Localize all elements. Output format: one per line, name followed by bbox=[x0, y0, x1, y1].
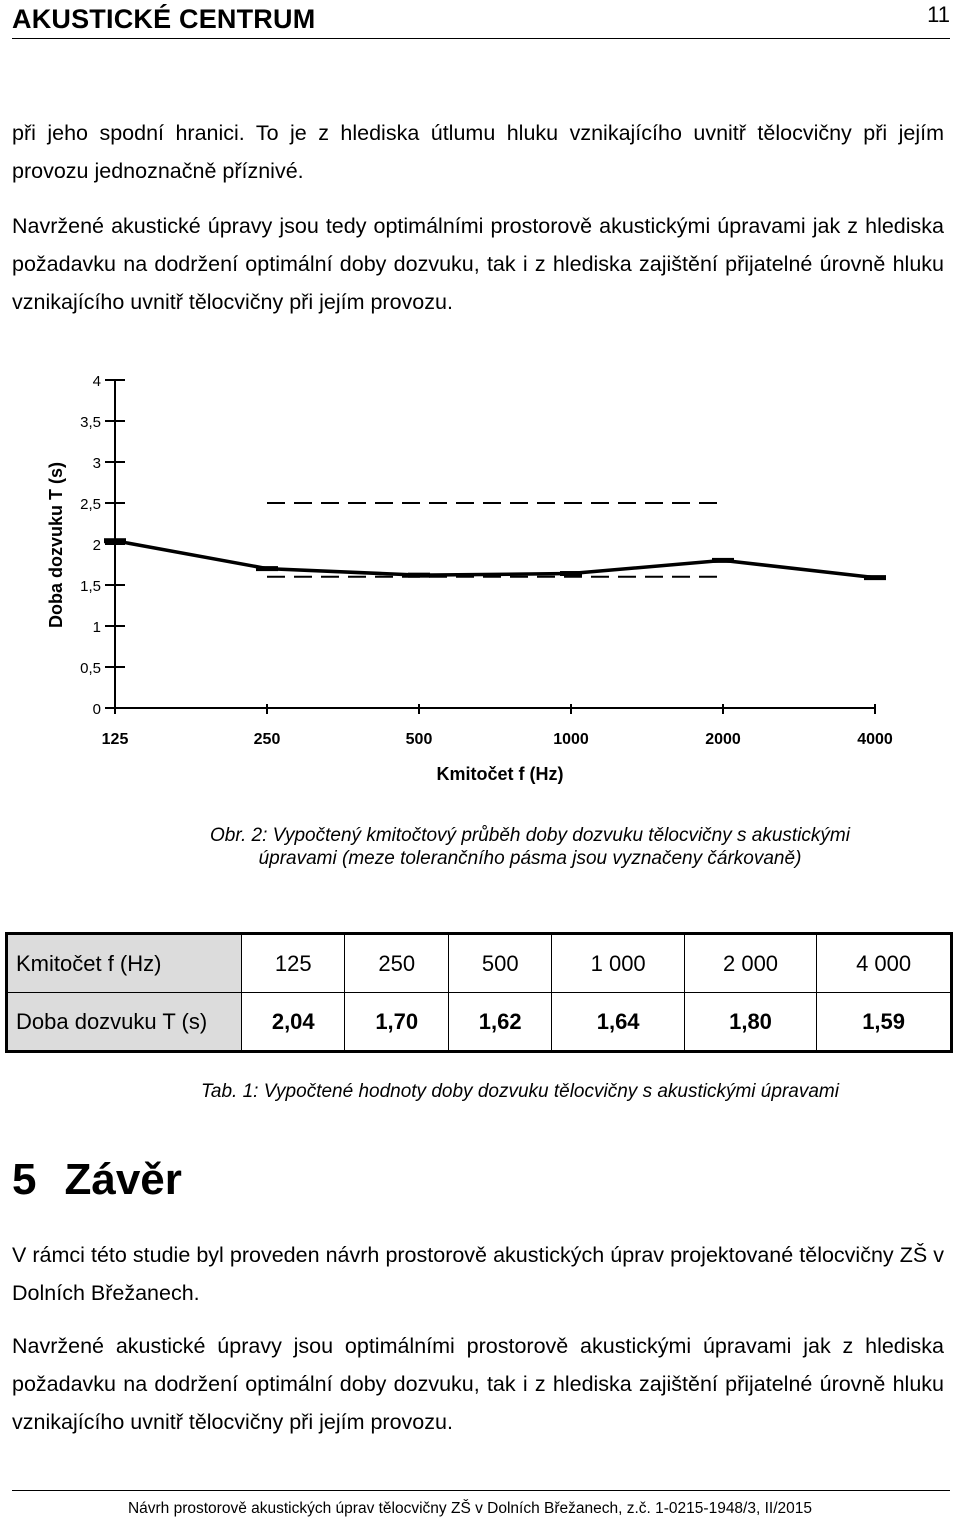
data-point bbox=[864, 575, 886, 581]
page-number: 11 bbox=[927, 2, 950, 27]
reverberation-chart: 0 0,5 1 1,5 2 2,5 3 3,5 4 125 250 500 1000 2000 4000 Km… bbox=[46, 373, 893, 784]
reverberation-table: Kmitočet f (Hz) 125 250 500 1 000 2 000 4 000 D… bbox=[5, 932, 953, 1053]
x-tick-label: 4000 bbox=[857, 731, 893, 748]
y-tick-label: 4 bbox=[93, 373, 101, 390]
data-point bbox=[408, 572, 430, 578]
y-tick-label: 0 bbox=[93, 701, 101, 718]
y-tick-label: 1 bbox=[93, 619, 101, 636]
table-cell: 2 000 bbox=[683, 933, 818, 993]
header-title: AKUSTICKÉ CENTRUM bbox=[12, 4, 316, 34]
conclusion-paragraph-2: Navržené akustické úpravy jsou optimální… bbox=[12, 1334, 944, 1434]
table-row-label: Kmitočet f (Hz) bbox=[6, 933, 242, 993]
table-cell: 1,62 bbox=[447, 992, 553, 1052]
table-cell: 1,64 bbox=[551, 992, 685, 1052]
y-tick-label: 3,5 bbox=[80, 414, 101, 431]
table-cell: 250 bbox=[344, 933, 449, 993]
y-tick-label: 0,5 bbox=[80, 660, 101, 677]
table-caption: Tab. 1: Vypočtené hodnoty doby dozvuku t… bbox=[201, 1081, 839, 1102]
table-row: Kmitočet f (Hz) 125 250 500 1 000 2 000 4 000 bbox=[6, 933, 952, 993]
table-cell: 1 000 bbox=[551, 933, 685, 993]
y-tick-label: 2 bbox=[93, 537, 101, 554]
y-tick-label: 3 bbox=[93, 455, 101, 472]
table-cell: 2,04 bbox=[240, 992, 346, 1052]
figure-caption: Obr. 2: Vypočtený kmitočtový průběh doby… bbox=[210, 825, 850, 869]
section-heading: 5 Závěr bbox=[12, 1155, 182, 1205]
y-tick-label: 2,5 bbox=[80, 496, 101, 513]
table-cell: 500 bbox=[447, 933, 553, 993]
data-point bbox=[560, 571, 582, 577]
data-point bbox=[712, 557, 734, 563]
conclusion-paragraph-1: V rámci této studie byl proveden návrh p… bbox=[12, 1243, 944, 1305]
paragraph-conclusion-summary: Navržené akustické úpravy jsou tedy opti… bbox=[12, 214, 944, 314]
y-tick-label: 1,5 bbox=[80, 578, 101, 595]
x-tick-label: 500 bbox=[406, 731, 433, 748]
section-title: Závěr bbox=[64, 1155, 182, 1204]
table-cell: 1,59 bbox=[816, 992, 952, 1052]
table-row-label: Doba dozvuku T (s) bbox=[6, 992, 242, 1052]
header-divider bbox=[12, 38, 950, 39]
table-row: Doba dozvuku T (s) 2,04 1,70 1,62 1,64 1,80 1,… bbox=[6, 992, 952, 1052]
data-point bbox=[256, 566, 278, 572]
y-axis-title: Doba dozvuku T (s) bbox=[46, 462, 66, 628]
x-tick-label: 125 bbox=[102, 731, 129, 748]
footer-divider bbox=[12, 1490, 950, 1491]
series-line bbox=[114, 538, 876, 580]
table-cell: 1,80 bbox=[683, 992, 818, 1052]
x-tick-label: 250 bbox=[254, 731, 281, 748]
table-cell: 125 bbox=[240, 933, 346, 993]
x-axis-title: Kmitočet f (Hz) bbox=[437, 764, 564, 784]
section-number: 5 bbox=[12, 1155, 37, 1204]
x-tick-label: 2000 bbox=[705, 731, 741, 748]
data-point bbox=[104, 538, 126, 544]
footer-text: Návrh prostorově akustických úprav těloc… bbox=[127, 1500, 812, 1517]
paragraph-intro: při jeho spodní hranici. To je z hledisk… bbox=[12, 121, 944, 183]
x-tick-label: 1000 bbox=[553, 731, 589, 748]
table-cell: 4 000 bbox=[816, 933, 952, 993]
table-cell: 1,70 bbox=[344, 992, 449, 1052]
